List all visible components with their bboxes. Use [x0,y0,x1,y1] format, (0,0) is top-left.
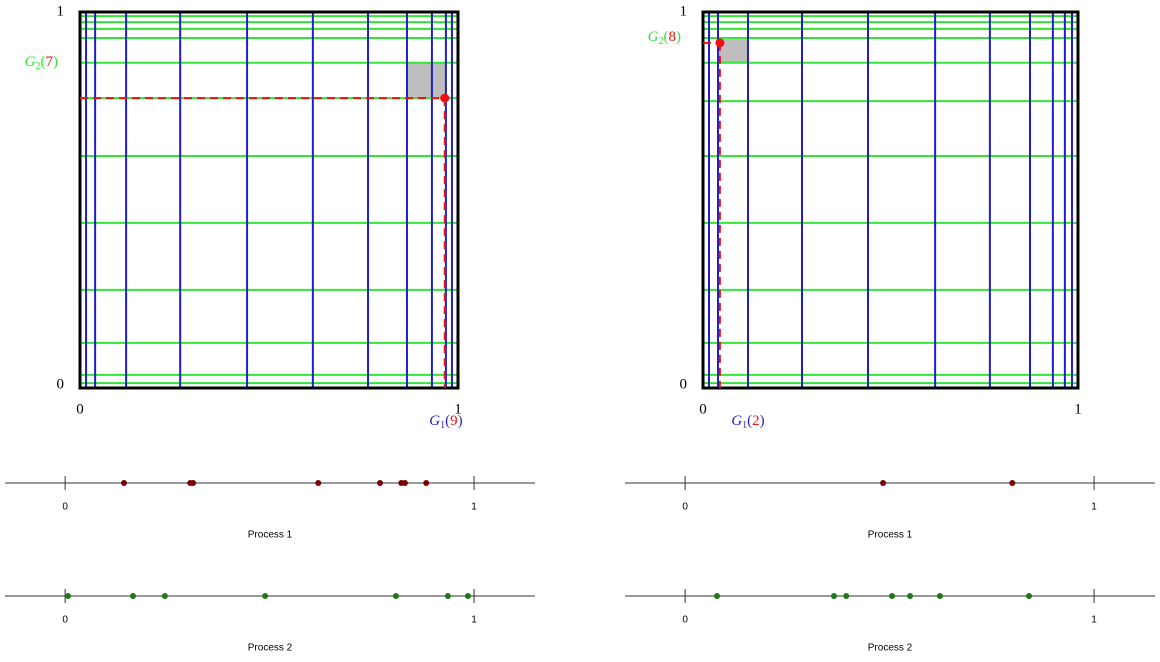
tick-label: 1 [471,615,477,626]
x-tick-label: 1 [1074,401,1082,417]
process-point [1009,480,1016,486]
process-point [377,480,384,486]
label-open: ( [664,29,669,45]
tick-label: 1 [1091,615,1097,626]
sample-point [715,38,725,48]
process-point [444,593,451,599]
process-point [392,593,399,599]
process-point [401,480,408,486]
label-index: 7 [46,54,54,70]
process-point [130,593,137,599]
label-index: 9 [450,413,458,429]
label-subscript: 2 [36,61,41,72]
sample-point [440,93,450,103]
tick-label: 0 [62,615,68,626]
process-point [830,593,837,599]
label-letter: G [429,413,440,429]
tick-label: 1 [1091,502,1097,513]
x-tick-label: 1 [454,401,462,417]
process-point [315,480,322,486]
y-label: G2(7) [25,54,58,72]
process-point [64,593,71,599]
label-open: ( [445,413,450,429]
process-point [889,593,896,599]
x-label: G1(9) [429,413,462,431]
process-point [843,593,850,599]
tick-label: 0 [62,502,68,513]
label-subscript: 1 [742,420,747,431]
y-tick-label: 0 [57,376,65,392]
frame [78,10,460,390]
process-point [423,480,430,486]
y-tick-label: 1 [680,3,688,19]
tick-label: 1 [471,502,477,513]
label-index: 8 [669,29,677,45]
y-tick-label: 1 [57,3,65,19]
process-title: Process 1 [868,530,913,541]
process-point [936,593,943,599]
process-point [714,593,721,599]
process-title: Process 1 [248,530,293,541]
label-letter: G [731,413,742,429]
label-index: 2 [752,413,760,429]
process-point [464,593,471,599]
x-label: G1(2) [731,413,764,431]
label-close: ) [676,29,681,45]
y-tick-label: 0 [680,376,688,392]
process-point [1026,593,1033,599]
process-title: Process 2 [868,643,913,654]
process-point [907,593,914,599]
process-point [190,480,197,486]
process-point [262,593,269,599]
process-point [121,480,128,486]
label-letter: G [25,54,36,70]
label-subscript: 1 [440,420,445,431]
tick-label: 0 [682,502,688,513]
process-point [161,593,168,599]
y-label: G2(8) [648,29,681,47]
label-open: ( [41,54,46,70]
x-tick-label: 0 [699,401,707,417]
label-close: ) [458,413,463,429]
tick-label: 0 [682,615,688,626]
process-point [880,480,887,486]
label-close: ) [760,413,765,429]
highlight-cell [406,62,447,99]
label-subscript: 2 [659,36,664,47]
label-letter: G [648,29,659,45]
frame [701,10,1080,390]
process-title: Process 2 [248,643,293,654]
label-close: ) [53,54,58,70]
x-tick-label: 0 [76,401,84,417]
label-open: ( [747,413,752,429]
